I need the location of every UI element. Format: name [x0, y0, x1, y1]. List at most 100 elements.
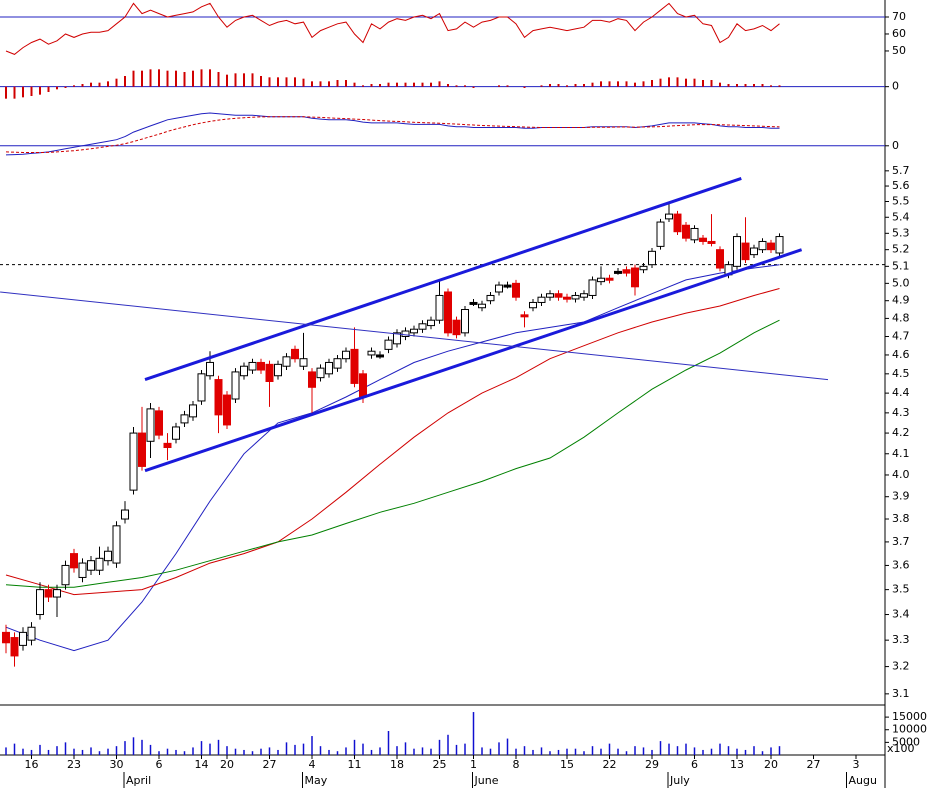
y-tick-label: 5.2 [892, 243, 910, 256]
y-tick-label: 4.4 [892, 386, 910, 399]
candle-body [597, 277, 605, 283]
candle-body [537, 296, 546, 303]
candle-body [70, 553, 78, 569]
candle-body [350, 348, 359, 384]
candle-body [121, 509, 129, 520]
x-tick-label: 13 [730, 758, 744, 771]
candle-body [27, 626, 36, 641]
candle-body [299, 358, 308, 367]
candle-body [104, 550, 112, 562]
candle-body [248, 361, 257, 371]
y-tick-label: 3.9 [892, 490, 910, 503]
y-tick-label: 5.0 [892, 276, 910, 289]
y-tick-label: 60 [892, 27, 906, 40]
candle-body [639, 265, 648, 271]
x-tick-label: 6 [156, 758, 163, 771]
candle-body [155, 410, 163, 436]
candle-body [231, 371, 240, 400]
candle-body [333, 358, 342, 369]
candle-body [206, 361, 214, 377]
y-tick-label: 3.4 [892, 608, 910, 621]
candle-body [656, 221, 665, 247]
x-tick-label: 18 [390, 758, 404, 771]
candle-body [758, 240, 767, 251]
y-tick-label: 5.7 [892, 164, 910, 177]
x-tick-label: 29 [645, 758, 659, 771]
x-tick-label: 30 [110, 758, 124, 771]
x-tick-label: 23 [67, 758, 81, 771]
candle-body [138, 432, 146, 467]
y-tick-label: 5.6 [892, 179, 910, 192]
candle-body [44, 589, 53, 598]
y-tick-label: 4.1 [892, 447, 910, 460]
candle-body [435, 294, 444, 321]
y-tick-label: 10000 [892, 723, 927, 736]
candle-body [716, 249, 724, 269]
candle-body [469, 301, 478, 305]
y-tick-label: 4.9 [892, 294, 910, 307]
candle-body [325, 361, 333, 375]
y-tick-label: 4.6 [892, 348, 910, 361]
y-tick-label: 3.8 [892, 512, 910, 525]
candle-body [401, 330, 410, 337]
candle-body [257, 361, 265, 371]
candle-body [265, 363, 274, 382]
x-tick-label: 1 [470, 758, 477, 771]
y-tick-label: 70 [892, 10, 906, 23]
candle-body [699, 237, 707, 242]
candle-body [588, 279, 597, 296]
moving-average [5, 264, 780, 652]
trend-line [144, 248, 803, 473]
candle-body [274, 363, 282, 377]
candle-body [53, 589, 61, 598]
x-tick-label: 22 [603, 758, 617, 771]
y-tick-label: 4.0 [892, 468, 910, 481]
candle-body [384, 339, 393, 350]
candle-body [95, 557, 104, 571]
candle-body [223, 394, 231, 426]
y-tick-label: 0 [892, 139, 899, 152]
y-tick-label: 5.4 [892, 210, 910, 223]
candle-body [197, 373, 206, 402]
candle-body [78, 562, 87, 578]
x-tick-label: 20 [220, 758, 234, 771]
candle-body [367, 350, 376, 356]
indicator-line [5, 2, 780, 55]
y-tick-label: 5000 [892, 735, 920, 748]
candle-body [87, 560, 95, 571]
moving-average [5, 288, 780, 596]
x-tick-label: 4 [309, 758, 316, 771]
y-tick-label: 4.3 [892, 406, 910, 419]
y-tick-label: 0 [892, 80, 899, 93]
unit-label: x100 [887, 742, 915, 755]
candle-body [648, 250, 656, 266]
candle-body [342, 350, 350, 360]
candle-body [112, 525, 121, 564]
candle-body [444, 291, 452, 334]
candle-body [486, 294, 495, 302]
candle-body [631, 267, 639, 288]
candle-body [495, 284, 503, 293]
month-label: Augu [849, 774, 877, 787]
candle-body [163, 442, 172, 449]
candle-body [214, 379, 223, 416]
candle-body [180, 414, 189, 424]
candle-body [767, 242, 775, 251]
x-tick-label: 6 [691, 758, 698, 771]
y-tick-label: 3.6 [892, 558, 910, 571]
month-label: May [305, 774, 328, 787]
candle-body [240, 365, 248, 377]
x-tick-label: 14 [195, 758, 209, 771]
candle-body [189, 404, 197, 418]
candle-body [10, 637, 19, 657]
candle-body [554, 293, 563, 298]
month-label: June [474, 774, 499, 787]
y-tick-label: 50 [892, 44, 906, 57]
y-tick-label: 3.7 [892, 535, 910, 548]
candle-body [410, 328, 418, 334]
candle-body [461, 309, 469, 334]
indicator-line [5, 116, 780, 153]
x-tick-label: 3 [853, 758, 860, 771]
candle-body [520, 314, 529, 318]
candle-body [282, 356, 291, 367]
